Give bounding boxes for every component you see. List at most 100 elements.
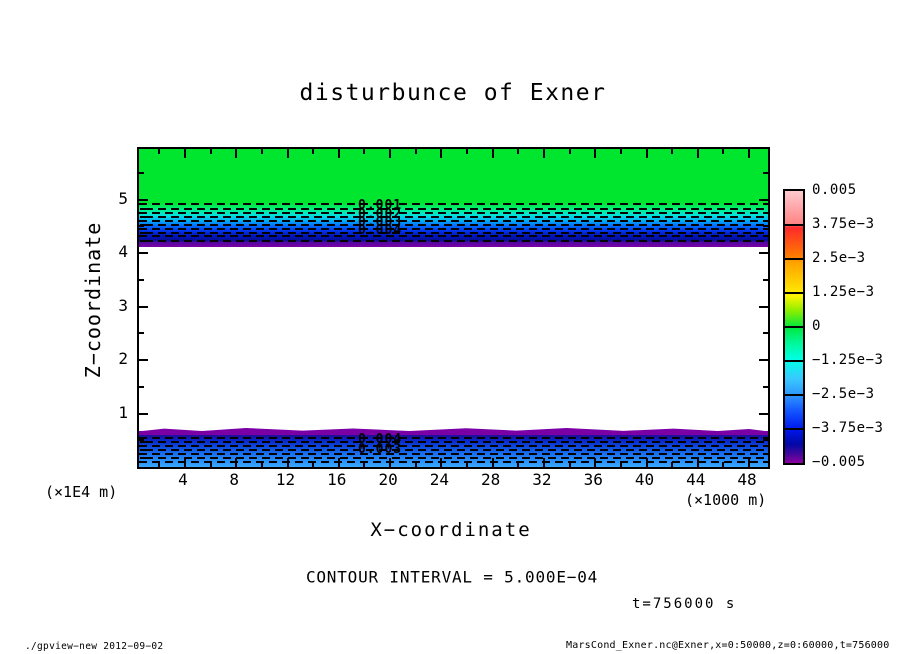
colorbar-divider: [785, 394, 803, 396]
contour-line: [139, 216, 768, 219]
y-tick: [759, 198, 768, 201]
x-tick: [594, 149, 597, 158]
x-tick-label: 4: [178, 470, 188, 489]
colorbar-divider: [785, 360, 803, 362]
x-tick: [542, 458, 545, 467]
x-tick: [491, 458, 494, 467]
contour-line: [139, 227, 768, 230]
x-tick: [312, 149, 315, 154]
contour-line: [139, 219, 768, 222]
x-tick: [414, 149, 417, 154]
x-tick-label: 36: [583, 470, 603, 489]
y-tick: [763, 332, 768, 335]
colorbar-tick-label: 3.75e−3: [812, 216, 875, 232]
x-tick: [286, 149, 289, 158]
y-tick: [139, 359, 148, 361]
colorbar-tick-label: −1.25e−3: [812, 352, 884, 368]
x-tick: [440, 149, 443, 158]
plot-area: 0.001 0.002 0.003 0.004 0.004 0.003: [137, 147, 770, 469]
y-tick-label: 4: [118, 242, 128, 261]
x-tick: [183, 149, 186, 158]
x-tick: [337, 458, 340, 467]
x-tick: [414, 462, 417, 467]
y-tick: [139, 278, 144, 281]
x-axis-title: X−coordinate: [370, 519, 532, 541]
x-tick: [389, 149, 392, 158]
x-tick: [517, 149, 520, 154]
x-tick-label: 8: [229, 470, 240, 489]
x-tick: [363, 149, 366, 154]
x-tick: [722, 149, 725, 154]
y-tick: [139, 252, 148, 254]
y-tick: [759, 359, 768, 361]
colorbar-divider: [785, 428, 803, 430]
y-tick-label: 1: [118, 402, 128, 422]
y-tick: [759, 252, 768, 254]
x-tick: [158, 462, 161, 467]
contour-label: 0.004: [358, 432, 403, 448]
x-tick: [183, 458, 186, 467]
contour-line: [139, 207, 768, 210]
contour-line: [139, 440, 768, 443]
x-tick: [748, 149, 751, 158]
contour-label: 0.002: [358, 207, 403, 222]
x-tick: [260, 462, 263, 467]
x-tick: [671, 149, 674, 154]
contour-line: [139, 231, 768, 234]
x-tick: [466, 462, 469, 467]
contour-line: [139, 452, 768, 455]
x-axis-unit: (×1000 m): [685, 491, 767, 509]
colorbar-divider: [785, 224, 803, 226]
y-tick-label: 2: [118, 349, 128, 368]
colorbar-tick-label: 0: [812, 318, 821, 334]
x-tick-label: 40: [634, 470, 655, 489]
x-tick: [260, 149, 263, 154]
contour-line: [139, 239, 768, 242]
x-tick-label: 44: [686, 470, 706, 489]
x-tick: [312, 462, 315, 467]
contour-label: 0.003: [358, 441, 403, 457]
colorbar-divider: [785, 292, 803, 294]
x-tick: [389, 458, 392, 467]
x-tick-label: 32: [532, 470, 552, 489]
y-tick: [139, 171, 144, 174]
contour-line: [139, 448, 768, 451]
x-tick: [696, 458, 699, 467]
colorbar-tick-label: −2.5e−3: [812, 386, 875, 402]
x-tick: [158, 149, 161, 154]
chart-title: disturbunce of Exner: [299, 80, 607, 106]
contour-line: [139, 456, 768, 459]
contour-line: [139, 235, 768, 238]
x-tick: [209, 462, 212, 467]
x-tick-label: 28: [481, 470, 501, 489]
x-tick: [235, 149, 238, 158]
colorbar-divider: [785, 258, 803, 260]
y-tick: [763, 225, 768, 228]
y-tick: [763, 278, 768, 281]
contour-line: [139, 460, 768, 463]
x-tick: [286, 458, 289, 467]
time-annotation: t=756000 s: [632, 596, 737, 612]
x-tick: [594, 458, 597, 467]
lower-band-wavy-edge: [139, 427, 768, 435]
contour-label: 0.004: [358, 223, 403, 239]
colorbar-divider: [785, 326, 803, 328]
x-tick-label: 16: [327, 470, 347, 489]
colorbar-tick-label: −0.005: [812, 454, 866, 470]
x-tick: [645, 149, 648, 158]
x-tick: [619, 149, 622, 154]
contour-label: 0.001: [358, 197, 403, 213]
colorbar-tick-label: 2.5e−3: [812, 250, 866, 266]
x-tick: [363, 462, 366, 467]
y-tick: [763, 439, 768, 442]
contour-line: [139, 202, 768, 205]
x-tick: [619, 462, 622, 467]
x-tick: [696, 149, 699, 158]
y-tick-label: 3: [118, 295, 128, 315]
y-tick: [759, 412, 768, 415]
contour-line: [139, 211, 768, 214]
colorbar: [783, 189, 805, 465]
y-tick: [139, 439, 144, 442]
colorbar-tick-label: 1.25e−3: [812, 284, 875, 300]
